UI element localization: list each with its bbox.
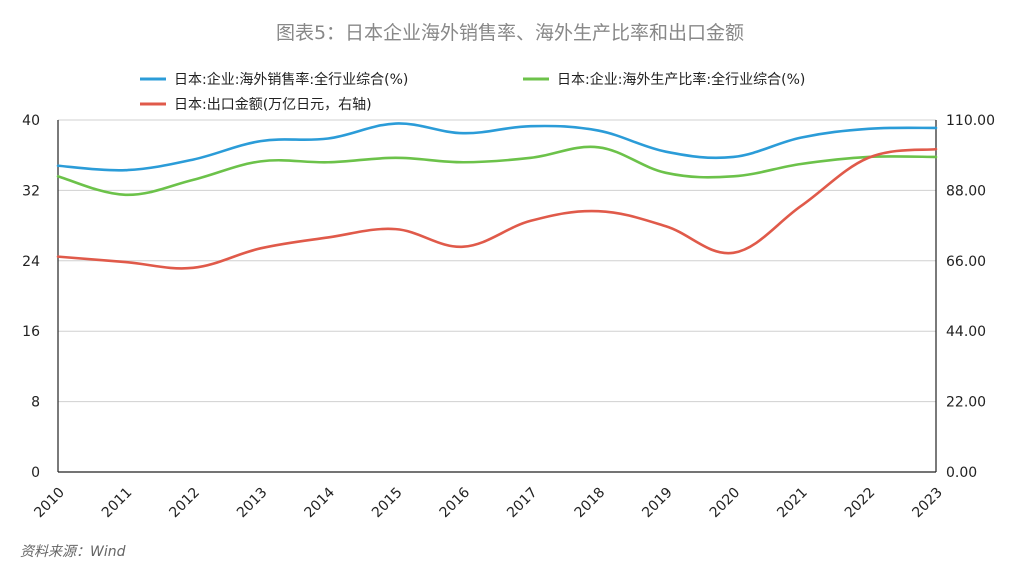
legend-label-overseas-sales: 日本:企业:海外销售率:全行业综合(%)	[174, 71, 408, 88]
legend-label-overseas-production: 日本:企业:海外生产比率:全行业综合(%)	[557, 71, 805, 88]
legend: 日本:企业:海外销售率:全行业综合(%) 日本:企业:海外生产比率:全行业综合(…	[140, 71, 805, 113]
x-tick-label: 2022	[842, 485, 879, 522]
x-tick-label: 2016	[437, 485, 474, 522]
right-tick-label: 44.00	[946, 324, 986, 340]
chart-title: 图表5：日本企业海外销售率、海外生产比率和出口金额	[276, 22, 744, 44]
x-tick-label: 2018	[572, 485, 609, 522]
x-axis-ticks: 2010 2011 2012 2013 2014 2015 2016 2017 2018 2019…	[31, 485, 946, 522]
series-lines	[56, 122, 938, 270]
series-line-exports	[56, 147, 938, 270]
x-tick-label: 2010	[31, 485, 68, 522]
x-tick-label: 2017	[504, 485, 541, 522]
x-tick-label: 2019	[639, 485, 676, 522]
left-tick-label: 8	[31, 395, 40, 411]
series-line-overseas-sales	[56, 122, 938, 172]
right-tick-label: 22.00	[946, 395, 986, 411]
left-tick-label: 32	[22, 183, 40, 199]
left-tick-label: 24	[22, 254, 40, 270]
left-tick-label: 0	[31, 465, 40, 481]
left-tick-label: 16	[22, 324, 40, 340]
x-tick-label: 2012	[166, 485, 203, 522]
series-line-overseas-production	[56, 145, 938, 197]
source-note: 资料来源：Wind	[20, 544, 126, 560]
right-tick-label: 66.00	[946, 254, 986, 270]
x-tick-label: 2021	[774, 485, 811, 522]
x-tick-label: 2020	[707, 485, 744, 522]
x-tick-label: 2023	[909, 485, 946, 522]
right-tick-label: 88.00	[946, 183, 986, 199]
gridlines	[58, 119, 936, 473]
x-tick-label: 2015	[369, 485, 406, 522]
right-tick-label: 110.00	[946, 113, 995, 129]
x-tick-label: 2013	[234, 485, 271, 522]
right-axis-ticks: 110.00 88.00 66.00 44.00 22.00 0.00	[946, 113, 995, 481]
left-tick-label: 40	[22, 113, 40, 129]
right-tick-label: 0.00	[946, 465, 977, 481]
axes	[57, 120, 937, 473]
left-axis-ticks: 40 32 24 16 8 0	[22, 113, 40, 481]
x-tick-label: 2011	[99, 485, 136, 522]
legend-label-exports: 日本:出口金额(万亿日元，右轴)	[174, 97, 372, 113]
x-tick-label: 2014	[302, 485, 339, 522]
